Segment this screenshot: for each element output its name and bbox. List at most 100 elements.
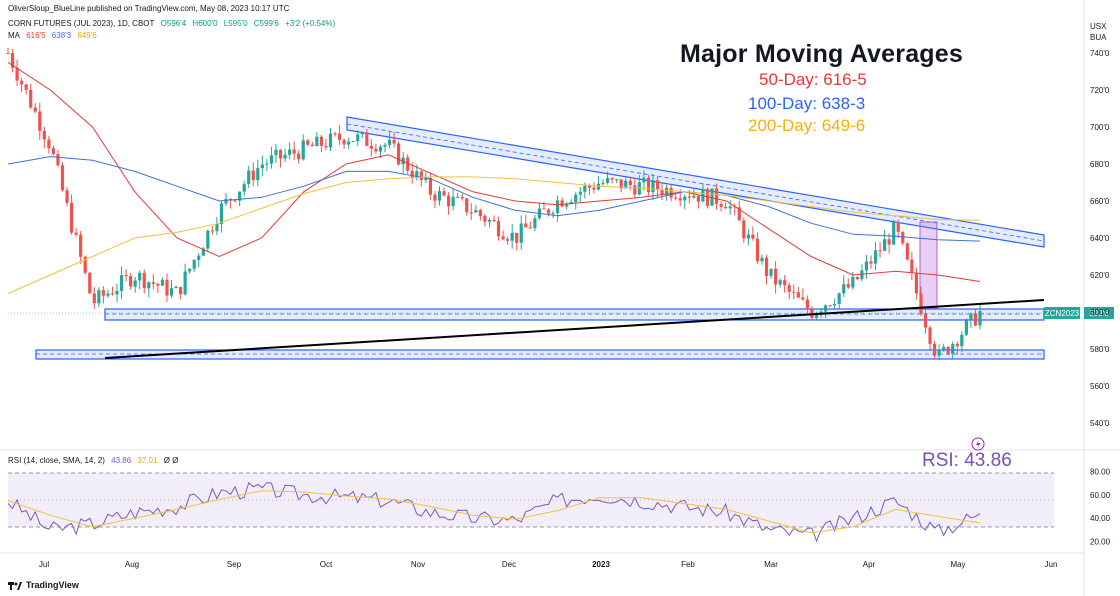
ma100-value: 638'3 bbox=[51, 31, 72, 40]
annotation-ma200: 200-Day: 649-6 bbox=[748, 116, 866, 135]
candle bbox=[469, 203, 473, 220]
rsi-tick: 20.00 bbox=[1090, 537, 1111, 546]
candle bbox=[446, 192, 451, 215]
candle bbox=[374, 143, 378, 155]
candle bbox=[283, 148, 287, 163]
candle bbox=[823, 304, 828, 318]
candle bbox=[219, 200, 224, 233]
candle bbox=[129, 273, 133, 290]
ma50-line bbox=[7, 61, 981, 282]
candle bbox=[10, 49, 15, 73]
candle bbox=[701, 182, 705, 202]
time-axis: Jul Aug Sep Oct Nov Dec 2023 Feb Mar Apr May Jun bbox=[39, 560, 1058, 569]
candle bbox=[383, 142, 387, 153]
publisher-line: OliverSloup_BlueLine published on Tradin… bbox=[8, 4, 290, 13]
candle bbox=[864, 254, 869, 279]
candle bbox=[842, 275, 846, 297]
candle bbox=[124, 269, 128, 282]
low-value: L595'0 bbox=[223, 19, 248, 28]
candle bbox=[15, 59, 19, 87]
price-tick: 740'0 bbox=[1090, 49, 1110, 58]
candle bbox=[160, 277, 165, 286]
candles bbox=[6, 47, 982, 361]
rsi-band bbox=[8, 473, 1054, 527]
time-tick: Jul bbox=[39, 560, 49, 569]
candle bbox=[269, 146, 274, 169]
candle bbox=[942, 343, 946, 353]
candle bbox=[655, 176, 660, 198]
time-tick: Apr bbox=[863, 560, 876, 569]
candle bbox=[578, 186, 582, 203]
candle bbox=[506, 236, 510, 245]
candle bbox=[478, 208, 482, 221]
candle bbox=[47, 135, 51, 154]
change-value: +3'2 (+0.54%) bbox=[285, 19, 336, 28]
candle bbox=[88, 271, 92, 294]
candle bbox=[24, 83, 28, 95]
candle bbox=[533, 214, 537, 231]
candle bbox=[883, 230, 887, 251]
candle bbox=[846, 278, 850, 289]
candle bbox=[914, 267, 919, 300]
candle bbox=[292, 141, 296, 161]
moving-averages bbox=[7, 61, 981, 294]
candle bbox=[387, 130, 392, 149]
candle bbox=[247, 165, 251, 189]
high-value: H600'0 bbox=[192, 19, 218, 28]
candle bbox=[660, 182, 664, 201]
candle bbox=[814, 311, 819, 320]
candle bbox=[106, 289, 110, 299]
candle bbox=[705, 187, 710, 209]
time-tick: Sep bbox=[227, 560, 242, 569]
candle bbox=[805, 295, 810, 313]
time-tick: Nov bbox=[411, 560, 425, 569]
candle bbox=[746, 229, 750, 246]
candle bbox=[628, 176, 632, 191]
candle bbox=[869, 255, 873, 269]
candle bbox=[324, 139, 328, 151]
candle bbox=[83, 255, 87, 275]
candle bbox=[274, 144, 278, 163]
candle bbox=[474, 205, 478, 213]
candle bbox=[696, 195, 700, 209]
candle bbox=[951, 341, 955, 360]
ma100-line bbox=[7, 156, 981, 242]
candle bbox=[610, 177, 614, 184]
candle bbox=[433, 190, 437, 209]
candle bbox=[79, 230, 83, 264]
candle bbox=[42, 126, 46, 149]
time-tick: Dec bbox=[502, 560, 516, 569]
ma-line: MA 616'5 638'3 649'6 bbox=[8, 31, 101, 40]
candle bbox=[119, 266, 124, 299]
price-tag-symbol-bg bbox=[1044, 307, 1080, 319]
candle bbox=[801, 288, 805, 301]
rsi-lines bbox=[7, 482, 981, 543]
ma200-line bbox=[7, 176, 981, 294]
close-value: C599'6 bbox=[253, 19, 279, 28]
candle bbox=[38, 102, 42, 140]
candle bbox=[301, 134, 305, 161]
candle bbox=[169, 280, 174, 298]
price-tick: 540'0 bbox=[1090, 419, 1110, 428]
candle bbox=[724, 202, 728, 209]
price-axis: 740'0 720'0 700'0 680'0 660'0 640'0 620'0 600'0… bbox=[1090, 49, 1110, 428]
candle bbox=[138, 270, 142, 290]
candle bbox=[351, 140, 355, 142]
candle bbox=[955, 341, 959, 355]
rsi-label: RSI (14, close, SMA, 14, 2) bbox=[8, 456, 105, 465]
candle bbox=[465, 197, 469, 216]
rising-trendline bbox=[104, 299, 1045, 359]
symbol-name: CORN FUTURES (JUL 2023), 1D, CBOT bbox=[8, 19, 155, 28]
candle bbox=[860, 264, 864, 281]
candle bbox=[319, 135, 324, 152]
candle bbox=[646, 175, 651, 196]
candle bbox=[751, 226, 755, 241]
candle bbox=[828, 304, 832, 307]
candle bbox=[188, 268, 192, 275]
candle bbox=[74, 228, 78, 237]
currency-top: USX bbox=[1090, 22, 1107, 31]
price-tick: 700'0 bbox=[1090, 123, 1110, 132]
rsi-tick: 80.00 bbox=[1090, 468, 1111, 477]
candle bbox=[960, 331, 964, 353]
